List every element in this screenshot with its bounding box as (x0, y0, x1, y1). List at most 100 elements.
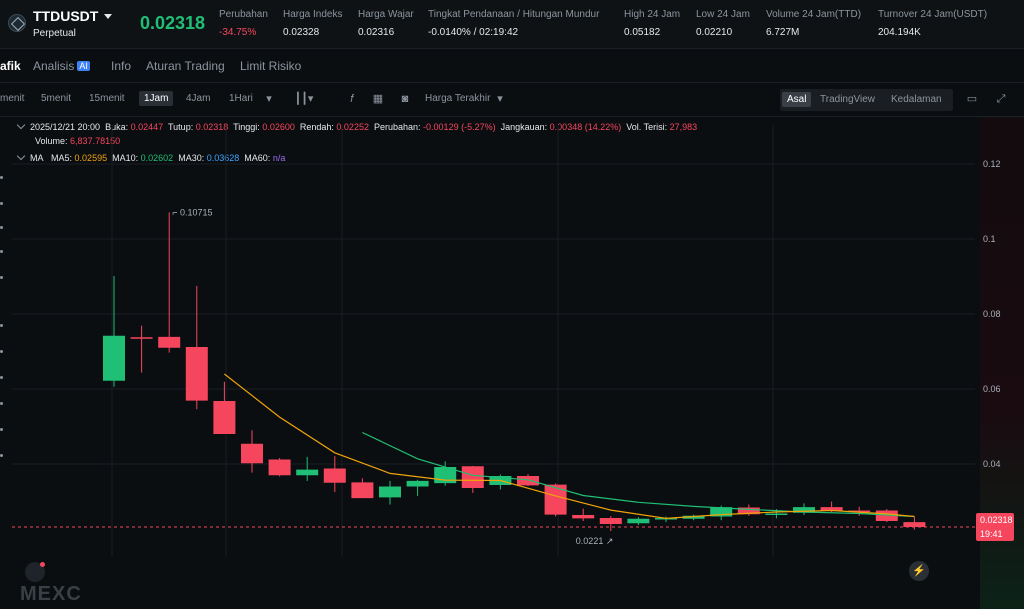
ma5-line (224, 373, 915, 520)
stat-value: 0.02210 (696, 27, 733, 38)
interval-5m[interactable]: 5menit (41, 93, 72, 104)
symbol-dropdown-icon[interactable] (104, 14, 112, 19)
legend-date: 2025/12/21 20:00 (30, 122, 101, 132)
ticker-header: TTDUSDT Perpetual 0.02318 Perubahan -34.… (0, 0, 1024, 49)
ma30-value: 0.03628 (206, 153, 240, 163)
price-type-select[interactable]: Harga Terakhir (425, 93, 491, 104)
camera-icon[interactable]: ◙ (401, 93, 409, 105)
candle-body (793, 507, 815, 513)
candle-body (848, 510, 871, 512)
view-asal[interactable]: Asal (782, 92, 812, 107)
chart-tabs: afik Analisis AI Info Aturan Trading Limi… (0, 50, 1024, 83)
ma30-label: MA30: (178, 153, 205, 163)
tab-aturan-trading[interactable]: Aturan Trading (146, 59, 225, 73)
ma60-value: n/a (272, 153, 286, 163)
interval-4h[interactable]: 4Jam (186, 93, 211, 104)
stat-index-price: Harga Indeks 0.02328 (283, 9, 342, 38)
tab-info[interactable]: Info (111, 59, 132, 73)
legend-close-label: Tutup: (168, 122, 194, 132)
layout-icon[interactable]: ▭ (966, 93, 978, 105)
ma5-label: MA5: (51, 153, 73, 163)
stat-label: Low 24 Jam (696, 9, 750, 20)
interval-1m[interactable]: menit (0, 93, 25, 104)
stat-label: Volume 24 Jam(TTD) (766, 9, 862, 20)
candle-body (820, 507, 843, 511)
notification-icon[interactable] (25, 562, 45, 582)
ai-badge: AI (77, 61, 90, 71)
stat-value: 204.194K (878, 27, 921, 38)
candlestick-chart[interactable]: 0.12 0.1 0.08 0.06 0.04 ⌐ 0.10715 0.0221 ↗ (0, 117, 1024, 567)
interval-1d[interactable]: 1Hari (229, 93, 253, 104)
view-switcher: Asal TradingView Kedalaman (780, 89, 953, 111)
layout-grid-icon[interactable]: ▦ (372, 93, 384, 105)
candle-type-icon[interactable]: ┃┃▾ (294, 93, 314, 105)
legend-volume-label: Volume: (35, 136, 68, 146)
y-axis-tick-label: 0.08 (983, 309, 1001, 319)
stat-volume-24h: Volume 24 Jam(TTD) 6.727M (766, 9, 861, 38)
coin-icon (8, 14, 26, 32)
legend-volume: 6,837.78150 (70, 136, 121, 146)
tab-analisis[interactable]: Analisis AI (33, 59, 90, 73)
candle-body (130, 337, 153, 339)
tab-grafik[interactable]: afik (0, 59, 21, 73)
more-intervals-icon[interactable]: ▾ (266, 93, 272, 105)
legend-low-label: Rendah: (299, 122, 334, 132)
ma-label: MA (30, 153, 44, 163)
stat-funding-rate: Tingkat Pendanaan / Hitungan Mundur -0.0… (428, 9, 599, 38)
candle-body (351, 482, 374, 499)
ma10-line (362, 431, 915, 518)
fullscreen-icon[interactable]: ⤢ (996, 93, 1006, 105)
stat-value: 0.02316 (358, 27, 395, 38)
stat-value: 0.05182 (624, 27, 661, 38)
tab-limit-risiko[interactable]: Limit Risiko (240, 59, 302, 73)
candle-body (903, 522, 926, 527)
stat-label: Perubahan (219, 9, 268, 20)
view-tradingview[interactable]: TradingView (820, 94, 876, 105)
indicator-icon[interactable]: 𝑓 (350, 93, 354, 105)
ma10-value: 0.02602 (140, 153, 174, 163)
candle-body (103, 335, 125, 381)
candle-body (627, 518, 650, 524)
candle-body (682, 515, 705, 519)
view-kedalaman[interactable]: Kedalaman (891, 94, 942, 105)
legend-low: 0.02252 (336, 122, 369, 132)
legend-range-label: Jangkauan: (500, 122, 548, 132)
legend-open: 0.02447 (130, 122, 164, 132)
high-marker-label: ⌐ 0.10715 (172, 207, 212, 217)
current-price-tag: 0.02318 19:41 (976, 513, 1014, 541)
candle-body (268, 459, 291, 476)
lightning-icon[interactable]: ⚡ (909, 561, 929, 581)
y-axis-tick-label: 0.04 (983, 459, 1001, 469)
symbol-name[interactable]: TTDUSDT (33, 8, 99, 24)
drawing-tools-strip[interactable] (0, 118, 12, 608)
tab-analisis-label: Analisis (33, 59, 75, 73)
y-axis-tick-label: 0.12 (983, 159, 1001, 169)
candle-body (710, 507, 733, 517)
candle-body (158, 336, 181, 348)
candle-body (737, 507, 760, 515)
last-price: 0.02318 (140, 13, 206, 33)
y-axis-tick-label: 0.1 (983, 234, 996, 244)
stat-label: Tingkat Pendanaan / Hitungan Mundur (428, 9, 600, 20)
stat-value: 0.02328 (283, 27, 320, 38)
interval-15m[interactable]: 15menit (89, 93, 125, 104)
ohlc-legend: 2025/12/21 20:00 Buka: 0.02447 Tutup: 0.… (16, 120, 697, 132)
interval-1h[interactable]: 1Jam (139, 91, 174, 106)
legend-high-label: Tinggi: (233, 122, 260, 132)
candle-body (875, 510, 898, 521)
candle-body (185, 347, 208, 401)
stat-label: Harga Wajar (358, 9, 414, 20)
candle-body (323, 468, 346, 483)
candle-body (765, 513, 788, 515)
stat-label: Harga Indeks (283, 9, 343, 20)
legend-change-label: Perubahan: (373, 122, 421, 132)
stat-high-24h: High 24 Jam 0.05182 (624, 9, 680, 38)
candle-body (461, 466, 484, 488)
chart-toolbar: menit 5menit 15menit 1Jam 4Jam 1Hari ▾ ┃… (0, 84, 1024, 117)
candle-body (599, 518, 622, 524)
candle-body (572, 515, 595, 519)
price-type-chevron-icon[interactable]: ▾ (497, 93, 503, 105)
legend-change: -0.00129 (-5.27%) (423, 122, 496, 132)
stat-label: Turnover 24 Jam(USDT) (878, 9, 988, 20)
candle-body (517, 476, 539, 486)
